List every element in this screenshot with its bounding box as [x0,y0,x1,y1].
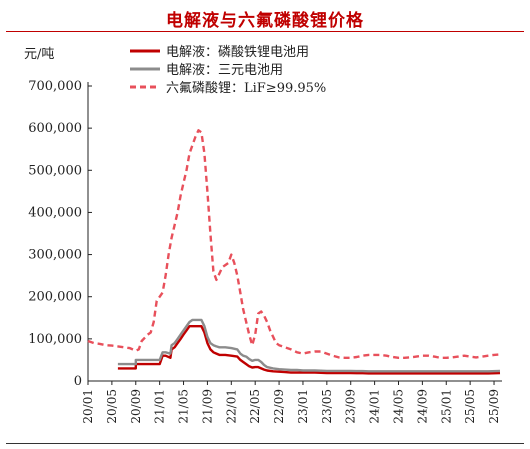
x-tick-label: 23/05 [320,389,334,424]
y-tick-labels: 0 100,000 200,000 300,000 400,000 500,000 600,… [28,79,82,389]
x-tick-label: 25/09 [487,389,501,424]
series-line-3 [87,129,501,359]
y-tick-label: 100,000 [28,332,82,347]
y-tick-label: 600,000 [28,121,82,136]
x-tick-label: 24/09 [415,389,429,424]
x-tick-label: 22/01 [224,389,238,424]
x-tick-label: 20/05 [105,389,119,424]
y-axis-unit-label: 元/吨 [24,47,54,62]
legend-label-3: 六氟磷酸锂：LiF≥99.95% [166,81,326,96]
series-line-2 [117,318,501,373]
x-tick-label: 24/05 [391,389,405,424]
legend-label-1: 电解液：磷酸铁锂电池用 [166,45,309,60]
axes [87,82,502,385]
x-tick-label: 20/01 [81,389,95,424]
x-tick-label: 22/05 [248,389,262,424]
y-tick-label: 300,000 [28,248,82,263]
y-tick-label: 200,000 [28,290,82,305]
y-tick-label: 400,000 [28,205,82,220]
x-tick-label: 21/01 [153,389,167,424]
x-tick-label: 23/09 [344,389,358,424]
y-tick-label: 700,000 [28,79,82,94]
x-tick-label: 20/09 [129,389,143,424]
x-tick-label: 21/09 [200,389,214,424]
legend-label-2: 电解液：三元电池用 [166,63,283,78]
chart-title: 电解液与六氟磷酸锂价格 [166,11,364,31]
title-underline [6,31,524,32]
y-tick-label: 500,000 [28,163,82,178]
x-tick-label: 24/01 [368,389,382,424]
x-tick-label: 22/09 [272,389,286,424]
bottom-rule [6,443,524,444]
x-tick-label: 21/05 [177,389,191,424]
x-tick-label: 25/01 [439,389,453,424]
x-tick-label: 25/05 [463,389,477,424]
x-tick-label: 23/01 [296,389,310,424]
y-tick-label: 0 [74,374,82,389]
series-lines [87,129,501,375]
series-line-1 [117,325,501,375]
x-tick-labels: 20/01 20/05 20/09 21/01 21/05 21/09 22/01 22/05… [81,389,501,424]
